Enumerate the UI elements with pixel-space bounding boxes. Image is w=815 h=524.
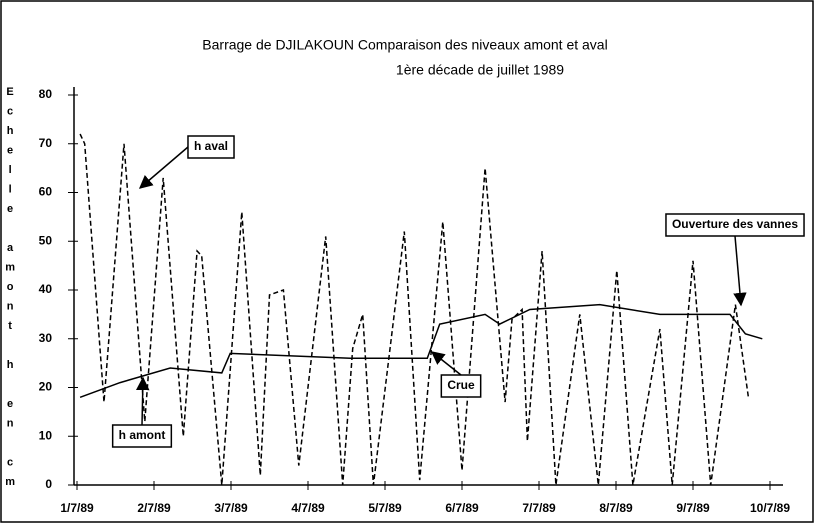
x-tick-label: 2/7/89: [137, 501, 171, 515]
y-tick-label: 70: [39, 136, 53, 150]
x-tick-label: 5/7/89: [368, 501, 402, 515]
y-tick-label: 0: [45, 477, 52, 491]
chart-title: Barrage de DJILAKOUN Comparaison des niv…: [202, 37, 607, 53]
annotation: h aval: [194, 139, 228, 153]
y-tick-label: 10: [39, 428, 53, 442]
x-tick-label: 8/7/89: [599, 501, 633, 515]
annotation: Ouverture des vannes: [672, 217, 798, 231]
series-line: [79, 303, 763, 399]
y-tick-label: 20: [39, 380, 53, 394]
annotation: h amont: [119, 428, 166, 442]
annotation-arrow: [138, 146, 189, 189]
y-axis-label: Echelle amont h en cm: [4, 86, 16, 496]
annotation-arrow: [733, 235, 747, 307]
y-tick-label: 50: [39, 233, 53, 247]
x-tick-label: 1/7/89: [60, 501, 94, 515]
y-tick-label: 30: [39, 331, 53, 345]
annotation: Crue: [447, 378, 475, 392]
x-tick-label: 7/7/89: [522, 501, 556, 515]
x-tick-label: 6/7/89: [445, 501, 479, 515]
x-tick-label: 10/7/89: [750, 501, 790, 515]
x-tick-label: 4/7/89: [291, 501, 325, 515]
annotation-arrow: [135, 376, 150, 426]
annotation-arrow: [430, 351, 462, 376]
y-tick-label: 60: [39, 185, 53, 199]
series-line: [79, 133, 750, 486]
x-tick-label: 3/7/89: [214, 501, 248, 515]
chart-subtitle: 1ère décade de juillet 1989: [396, 62, 564, 78]
x-tick-label: 9/7/89: [676, 501, 710, 515]
y-tick-label: 40: [39, 282, 53, 296]
y-tick-label: 80: [39, 87, 53, 101]
